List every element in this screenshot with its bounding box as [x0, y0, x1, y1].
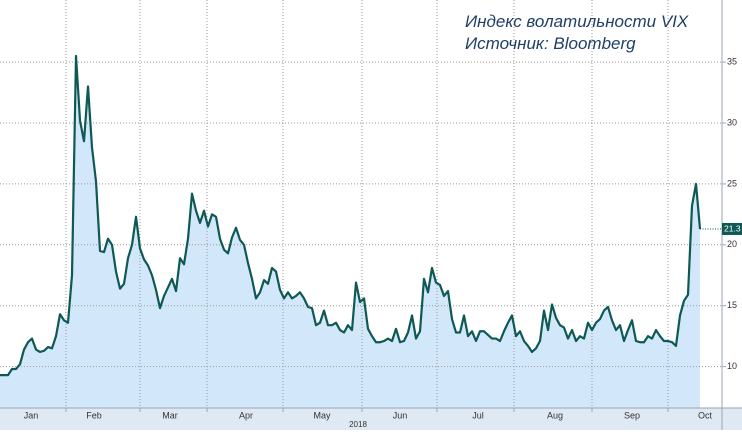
x-tick-label: Jun: [393, 410, 408, 420]
chart-title: Индекс волатильности VIX: [465, 12, 689, 31]
area-fill: [0, 56, 700, 409]
y-tick-label: 30: [727, 117, 737, 127]
x-axis-label: 2018: [349, 420, 367, 429]
x-tick-label: May: [313, 410, 331, 420]
last-value-box: [722, 222, 742, 235]
x-tick-label: Feb: [86, 410, 102, 420]
x-tick-label: Mar: [162, 410, 178, 420]
x-tick-label: Sep: [624, 410, 640, 420]
x-tick-label: Aug: [547, 410, 563, 420]
y-tick-label: 10: [727, 361, 737, 371]
y-tick-label: 25: [727, 178, 737, 188]
axes: 21.3 10 15 20 25 30 35 Jan Feb Mar Apr May Jun Jul Aug…: [24, 56, 742, 420]
y-tick-label: 15: [727, 300, 737, 310]
y-tick-label: 35: [727, 56, 737, 66]
marks: [0, 0, 722, 409]
x-tick-label: Apr: [239, 410, 253, 420]
last-value-label: 21.3: [724, 224, 741, 234]
x-tick-label: Jul: [472, 410, 484, 420]
x-tick-label: Oct: [698, 410, 713, 420]
x-axis-band: [0, 408, 742, 430]
x-tick-label: Jan: [24, 410, 39, 420]
chart-subtitle: Источник: Bloomberg: [465, 34, 636, 53]
y-tick-label: 20: [727, 239, 737, 249]
line: [0, 54, 702, 377]
